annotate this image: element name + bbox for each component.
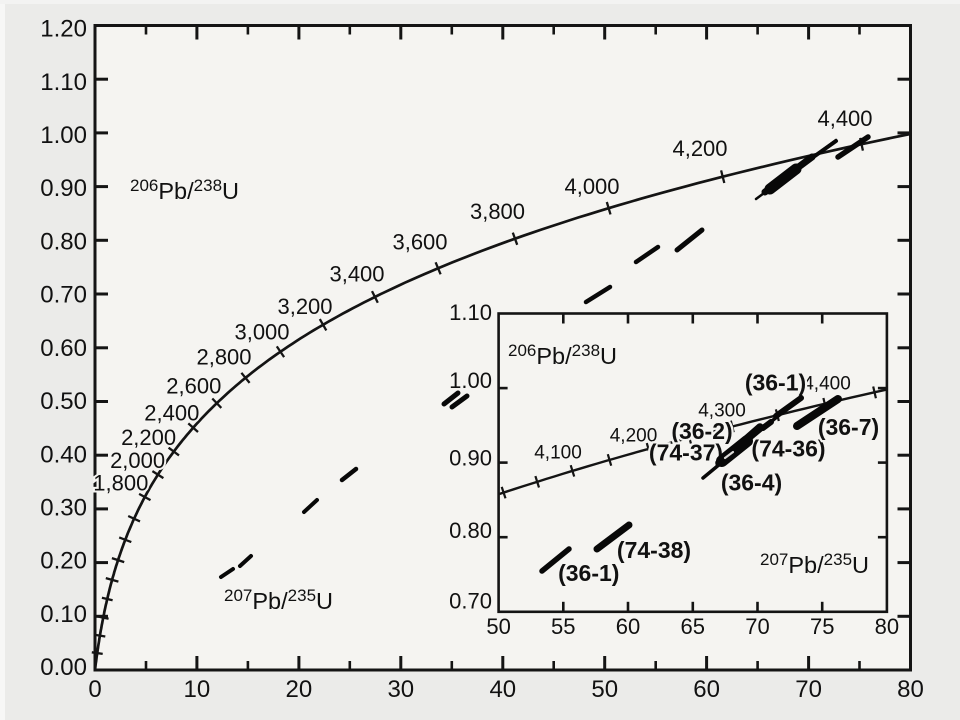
svg-text:(74-37): (74-37) xyxy=(649,440,723,466)
svg-text:55: 55 xyxy=(551,614,575,639)
svg-text:(36-1): (36-1) xyxy=(558,560,619,586)
svg-text:3,000: 3,000 xyxy=(234,320,289,345)
svg-text:65: 65 xyxy=(681,614,705,639)
svg-text:60: 60 xyxy=(616,614,640,639)
svg-text:0.50: 0.50 xyxy=(40,388,87,415)
svg-text:30: 30 xyxy=(387,676,414,703)
svg-text:1.00: 1.00 xyxy=(449,368,492,393)
svg-text:4,400: 4,400 xyxy=(817,106,872,131)
svg-text:4,200: 4,200 xyxy=(672,136,727,161)
svg-text:0.70: 0.70 xyxy=(40,282,87,309)
svg-text:2,800: 2,800 xyxy=(196,344,251,369)
svg-text:(74-38): (74-38) xyxy=(617,537,691,563)
svg-text:0.40: 0.40 xyxy=(40,441,87,468)
svg-text:0.60: 0.60 xyxy=(40,335,87,362)
svg-text:60: 60 xyxy=(693,676,720,703)
svg-text:2,600: 2,600 xyxy=(166,373,221,398)
svg-text:80: 80 xyxy=(875,614,899,639)
svg-text:0.70: 0.70 xyxy=(449,588,492,613)
svg-text:1.10: 1.10 xyxy=(40,69,87,96)
svg-text:20: 20 xyxy=(286,676,313,703)
svg-text:10: 10 xyxy=(184,676,211,703)
svg-text:2,400: 2,400 xyxy=(144,400,199,425)
svg-text:3,800: 3,800 xyxy=(470,199,525,224)
svg-text:1.10: 1.10 xyxy=(449,300,492,325)
svg-text:0: 0 xyxy=(88,676,101,703)
svg-text:0.10: 0.10 xyxy=(40,601,87,628)
svg-text:1.00: 1.00 xyxy=(40,122,87,149)
svg-text:3,600: 3,600 xyxy=(392,230,447,255)
svg-text:2,000: 2,000 xyxy=(110,448,165,473)
svg-text:0.80: 0.80 xyxy=(449,518,492,543)
svg-text:3,200: 3,200 xyxy=(277,294,332,319)
svg-text:0.00: 0.00 xyxy=(40,654,87,681)
svg-text:(36-1): (36-1) xyxy=(745,370,806,396)
svg-text:4,000: 4,000 xyxy=(564,174,619,199)
svg-text:206Pb/238U: 206Pb/238U xyxy=(130,176,239,204)
svg-text:4,100: 4,100 xyxy=(534,443,582,464)
svg-text:207Pb/235U: 207Pb/235U xyxy=(224,586,333,614)
svg-text:3,400: 3,400 xyxy=(329,262,384,287)
svg-text:40: 40 xyxy=(489,676,516,703)
svg-text:(36-7): (36-7) xyxy=(818,414,879,440)
svg-text:1,800: 1,800 xyxy=(93,470,148,495)
svg-text:4,200: 4,200 xyxy=(610,426,658,447)
svg-text:80: 80 xyxy=(897,676,924,703)
svg-text:4,400: 4,400 xyxy=(803,374,851,395)
svg-text:50: 50 xyxy=(486,614,510,639)
svg-text:0.80: 0.80 xyxy=(40,228,87,255)
svg-text:(74-36): (74-36) xyxy=(751,436,825,462)
svg-text:0.20: 0.20 xyxy=(40,548,87,575)
svg-text:0.30: 0.30 xyxy=(40,495,87,522)
svg-text:2,200: 2,200 xyxy=(121,425,176,450)
svg-text:206Pb/238U: 206Pb/238U xyxy=(508,341,617,369)
svg-text:0.90: 0.90 xyxy=(449,445,492,470)
svg-text:0.90: 0.90 xyxy=(40,175,87,202)
svg-text:50: 50 xyxy=(591,676,618,703)
svg-text:(36-4): (36-4) xyxy=(721,470,782,496)
svg-text:207Pb/235U: 207Pb/235U xyxy=(760,550,869,578)
svg-text:75: 75 xyxy=(810,614,834,639)
svg-text:70: 70 xyxy=(745,614,769,639)
svg-text:1.20: 1.20 xyxy=(40,16,87,43)
svg-text:70: 70 xyxy=(795,676,822,703)
svg-text:(36-2): (36-2) xyxy=(671,418,732,444)
svg-text:4,300: 4,300 xyxy=(698,401,746,422)
